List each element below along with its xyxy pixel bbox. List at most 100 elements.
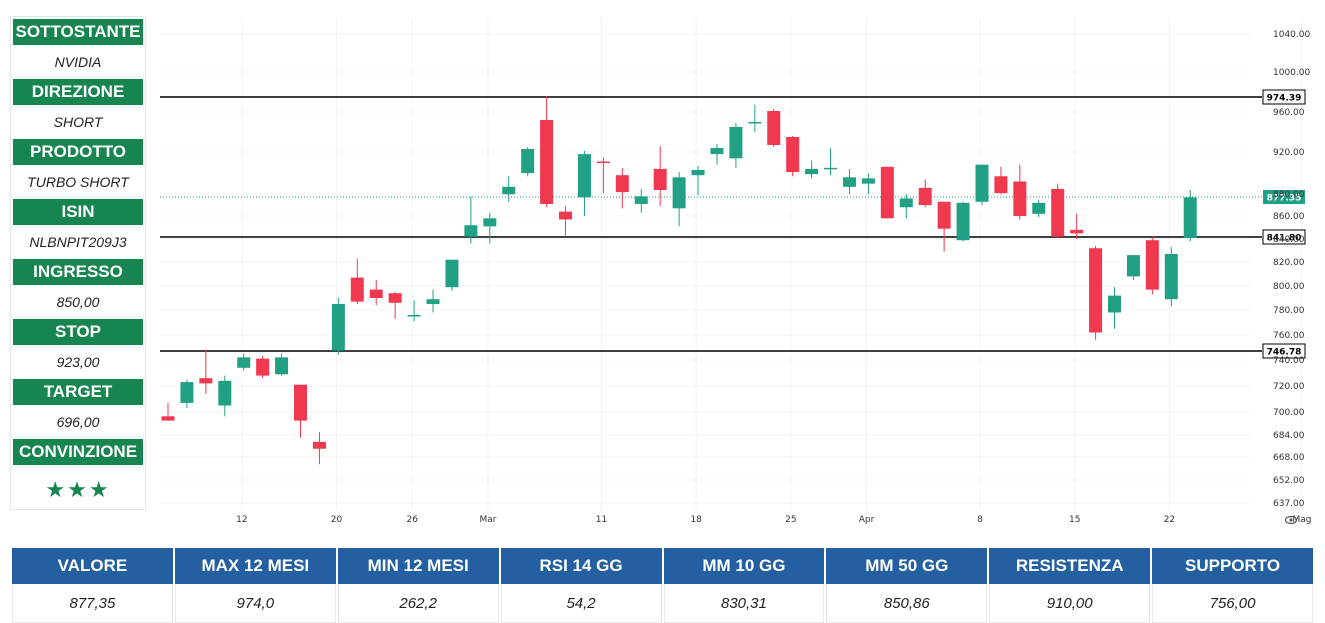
candle-body xyxy=(502,186,516,195)
candle-body xyxy=(218,380,232,406)
x-tick-label: 15 xyxy=(1069,515,1080,525)
x-tick-label: Apr xyxy=(859,515,875,525)
value-target: 696,00 xyxy=(56,414,100,430)
y-tick-label: 780.00 xyxy=(1273,306,1305,316)
candle-body xyxy=(615,175,629,193)
y-tick-label: 1000.00 xyxy=(1273,68,1310,78)
value-ingresso: 850,00 xyxy=(56,294,100,310)
info-panel: SOTTOSTANTE NVIDIA DIREZIONE SHORT PRODO… xyxy=(10,16,146,510)
candle-body xyxy=(937,201,951,229)
x-tick-label: Mag xyxy=(1292,515,1311,525)
x-tick-label: 22 xyxy=(1164,515,1175,525)
candle-body xyxy=(918,187,932,206)
level-badge xyxy=(1262,89,1306,105)
candle-body xyxy=(559,211,573,220)
level-lines: 974.39 841.80 746.78 877.35 xyxy=(160,89,1306,359)
level-label: 841.80 xyxy=(1267,234,1302,244)
candle-body xyxy=(786,137,800,173)
label-isin: ISIN xyxy=(13,199,143,225)
candle-body xyxy=(767,110,781,145)
candle-body xyxy=(1070,229,1084,234)
value-direzione: SHORT xyxy=(53,114,103,130)
y-tick-label: 760.00 xyxy=(1273,331,1305,341)
y-tick-label: 1040.00 xyxy=(1273,30,1310,40)
y-axis: 637.00 652.00 668.00 684.00 700.00 720.00 740.… xyxy=(1273,30,1310,509)
candle-body xyxy=(691,169,705,176)
candle-body xyxy=(540,120,554,204)
candle-body xyxy=(237,357,251,368)
candle-body xyxy=(1145,240,1159,290)
value-max-12-mesi: 974,0 xyxy=(174,584,336,623)
candle-body xyxy=(672,177,686,209)
candle-body xyxy=(199,378,213,384)
y-tick-label: 720.00 xyxy=(1273,382,1305,392)
y-tick-label: 740.00 xyxy=(1273,356,1305,366)
price-chart: 974.39 841.80 746.78 877.35 637.00 652.00 668… xyxy=(160,18,1311,525)
candle-body xyxy=(729,127,743,159)
candle-body xyxy=(842,177,856,187)
current-price-badge xyxy=(1263,190,1305,204)
level-badge xyxy=(1262,229,1306,245)
candle-body xyxy=(994,176,1008,194)
header-max-12-mesi: MAX 12 MESI xyxy=(174,548,336,584)
label-ingresso: INGRESSO xyxy=(13,259,143,285)
header-supporto: SUPPORTO xyxy=(1152,548,1313,584)
candle-body xyxy=(899,198,913,208)
value-rsi-14-gg: 54,2 xyxy=(500,584,662,623)
y-tick-label: 652.00 xyxy=(1273,476,1305,486)
candle-body xyxy=(634,196,648,204)
y-tick-label: 880.00 xyxy=(1273,190,1305,200)
candle-body xyxy=(1126,255,1140,277)
x-tick-label: 25 xyxy=(785,515,796,525)
label-prodotto: PRODOTTO xyxy=(13,139,143,165)
header-mm-50-gg: MM 50 GG xyxy=(826,548,988,584)
x-tick-label: 11 xyxy=(596,515,607,525)
value-stop: 923,00 xyxy=(56,354,100,370)
value-min-12-mesi: 262,2 xyxy=(337,584,499,623)
candle-body xyxy=(1032,202,1046,214)
candle-body xyxy=(824,167,838,170)
y-tick-label: 860.00 xyxy=(1273,212,1305,222)
x-tick-label: 8 xyxy=(977,515,983,525)
candles xyxy=(161,96,1197,465)
x-tick-label: Mar xyxy=(479,515,496,525)
candle-body xyxy=(275,357,289,375)
candle-body xyxy=(1183,197,1197,238)
header-min-12-mesi: MIN 12 MESI xyxy=(337,548,499,584)
candle-body xyxy=(445,259,459,288)
candle-body xyxy=(861,178,875,184)
header-resistenza: RESISTENZA xyxy=(989,548,1151,584)
header-mm-10-gg: MM 10 GG xyxy=(663,548,825,584)
value-valore: 877,35 xyxy=(12,584,173,623)
y-tick-label: 700.00 xyxy=(1273,408,1305,418)
y-tick-label: 684.00 xyxy=(1273,431,1305,441)
header-valore: VALORE xyxy=(12,548,173,584)
candle-body xyxy=(710,148,724,155)
candle-body xyxy=(1164,253,1178,300)
y-tick-label: 920.00 xyxy=(1273,148,1305,158)
y-tick-label: 637.00 xyxy=(1273,499,1305,509)
x-axis: 12 20 26 Mar 11 18 25 Apr 8 15 22 Mag xyxy=(236,515,1311,525)
x-tick-label: 18 xyxy=(690,515,702,525)
stats-table: VALORE MAX 12 MESI MIN 12 MESI RSI 14 GG… xyxy=(10,548,1315,623)
y-tick-label: 668.00 xyxy=(1273,453,1305,463)
candle-body xyxy=(521,149,535,174)
value-isin: NLBNPIT209J3 xyxy=(29,234,127,250)
x-tick-label: 20 xyxy=(331,515,343,525)
candle-body xyxy=(1051,188,1065,237)
y-tick-label: 820.00 xyxy=(1273,258,1305,268)
level-label: 974.39 xyxy=(1267,94,1302,104)
candle-body xyxy=(350,277,364,302)
y-tick-label: 800.00 xyxy=(1273,282,1305,292)
chart-grid xyxy=(160,18,1303,510)
candle-body xyxy=(1013,181,1027,216)
y-tick-label: 960.00 xyxy=(1273,108,1305,118)
candle-body xyxy=(294,384,308,421)
value-resistenza: 910,00 xyxy=(989,584,1151,623)
value-mm-50-gg: 850,86 xyxy=(826,584,988,623)
x-tick-label: 12 xyxy=(236,515,247,525)
candle-body xyxy=(748,122,762,124)
candle-body xyxy=(880,166,894,219)
eye-icon[interactable] xyxy=(1284,515,1298,525)
candle-body xyxy=(805,168,819,175)
